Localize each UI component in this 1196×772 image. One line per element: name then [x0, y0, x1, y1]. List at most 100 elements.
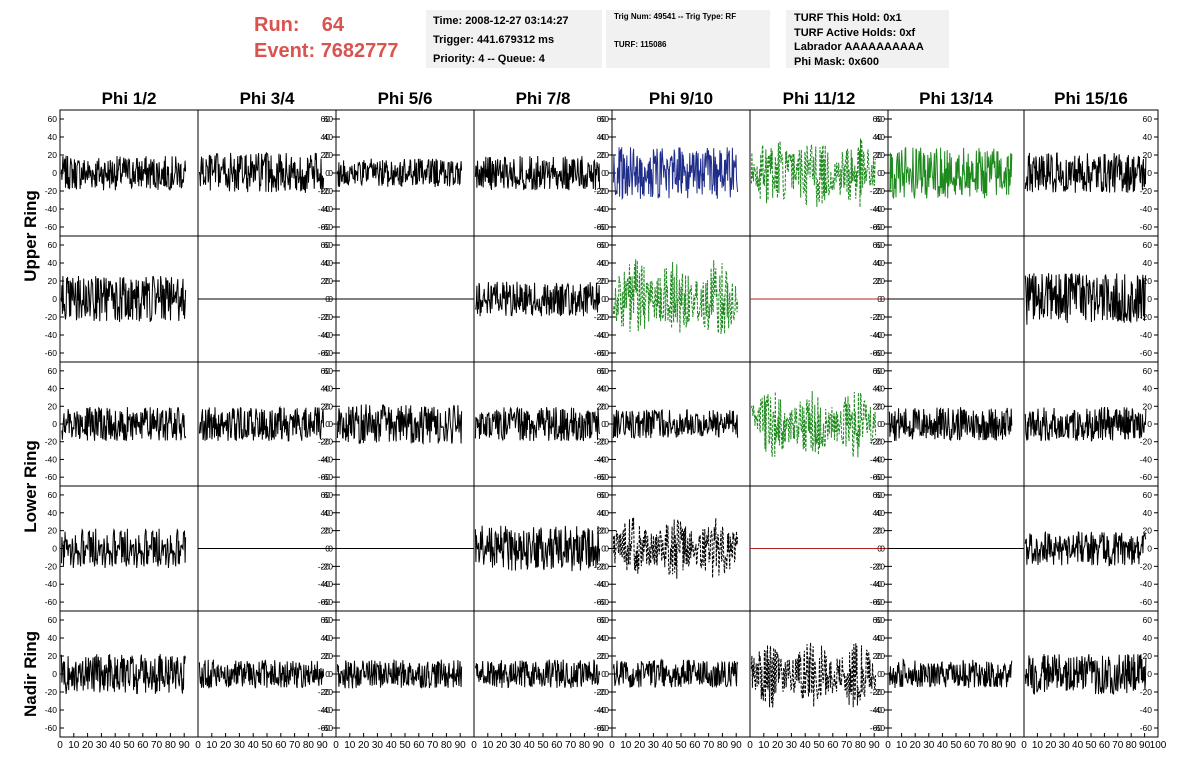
y-tick-label: -20	[594, 186, 607, 196]
x-tick-label: 10	[482, 740, 494, 751]
y-tick-label: 40	[48, 384, 58, 394]
y-tick-label: -60	[321, 222, 334, 232]
y-tick-label: -60	[45, 472, 58, 482]
y-tick-label: 60	[324, 615, 334, 625]
x-tick-label: 50	[261, 740, 273, 751]
y-tick-label: 60	[324, 366, 334, 376]
y-tick-label: 20	[321, 150, 331, 160]
y-tick-label: 40	[597, 384, 607, 394]
y-tick-label: 40	[876, 633, 886, 643]
x-tick-label: 20	[910, 740, 922, 751]
event-value: 7682777	[320, 40, 399, 62]
y-tick-label: -40	[321, 579, 334, 589]
y-tick-label: -40	[1140, 330, 1153, 340]
y-tick-label: 60	[597, 490, 607, 500]
time-info-box: Time: 2008-12-27 03:14:27 Trigger: 441.6…	[426, 10, 602, 68]
x-tick-label: 90	[731, 740, 743, 751]
y-tick-label: 0	[52, 168, 57, 178]
x-tick-label: 40	[248, 740, 260, 751]
waveform-trace	[474, 155, 601, 191]
column-header: Phi 7/8	[516, 89, 571, 108]
y-tick-label: 0	[52, 294, 57, 304]
x-tick-label: 80	[165, 740, 177, 751]
y-tick-label: -60	[594, 348, 607, 358]
y-tick-label: 20	[321, 651, 331, 661]
y-tick-label: -60	[45, 723, 58, 733]
y-tick-label: -40	[870, 579, 883, 589]
turf-active-holds-text: TURF Active Holds: 0xf	[794, 26, 916, 39]
waveform-trace	[336, 158, 463, 188]
x-tick-label: 50	[813, 740, 825, 751]
y-tick-label: -20	[597, 437, 610, 447]
y-tick-label: 0	[52, 669, 57, 679]
y-tick-label: 20	[600, 651, 610, 661]
y-tick-label: 40	[876, 508, 886, 518]
y-tick-label: -40	[597, 705, 610, 715]
x-tick-label: 60	[551, 740, 563, 751]
y-tick-label: 20	[873, 150, 883, 160]
y-tick-label: 0	[328, 419, 333, 429]
y-tick-label: -60	[597, 597, 610, 607]
y-tick-label: -60	[873, 597, 886, 607]
y-tick-label: 20	[873, 276, 883, 286]
y-tick-label: 0	[328, 544, 333, 554]
y-tick-label: 40	[876, 132, 886, 142]
y-tick-label: -40	[45, 330, 58, 340]
y-tick-label: -20	[318, 437, 331, 447]
x-tick-label: 0	[1021, 740, 1027, 751]
y-tick-label: 0	[604, 419, 609, 429]
waveform-trace	[60, 528, 187, 569]
y-tick-label: 40	[600, 633, 610, 643]
y-tick-label: -60	[594, 723, 607, 733]
y-tick-label: 40	[324, 258, 334, 268]
y-tick-label: 0	[880, 168, 885, 178]
x-tick-label: 50	[950, 740, 962, 751]
y-tick-label: 20	[324, 276, 334, 286]
x-tick-label: 100	[1150, 740, 1167, 751]
y-tick-label: 40	[873, 633, 883, 643]
x-tick-label: 70	[427, 740, 439, 751]
y-tick-label: -20	[597, 186, 610, 196]
x-tick-label: 80	[855, 740, 867, 751]
y-tick-label: 40	[600, 132, 610, 142]
y-tick-label: 60	[873, 615, 883, 625]
waveform-trace	[1024, 152, 1147, 193]
y-tick-label: -20	[321, 312, 334, 322]
y-tick-label: -60	[1140, 222, 1153, 232]
y-tick-label: -60	[318, 222, 331, 232]
y-tick-label: 20	[600, 276, 610, 286]
y-tick-label: 20	[876, 401, 886, 411]
y-tick-label: 20	[48, 651, 58, 661]
y-tick-label: 60	[48, 490, 58, 500]
y-tick-label: -40	[870, 705, 883, 715]
y-tick-label: 0	[601, 168, 606, 178]
y-tick-label: 40	[48, 258, 58, 268]
y-tick-label: 0	[1147, 419, 1152, 429]
row-label: Lower Ring	[21, 440, 40, 533]
y-tick-label: -40	[45, 705, 58, 715]
x-tick-label: 20	[358, 740, 370, 751]
y-tick-label: 40	[600, 508, 610, 518]
y-tick-label: -60	[318, 472, 331, 482]
waveform-trace	[336, 404, 463, 445]
y-tick-label: -40	[597, 204, 610, 214]
x-tick-label: 70	[978, 740, 990, 751]
y-tick-label: -60	[1140, 348, 1153, 358]
y-tick-label: -20	[1140, 437, 1153, 447]
y-tick-label: 20	[597, 276, 607, 286]
waveform-trace	[750, 390, 877, 458]
y-tick-label: -60	[1140, 472, 1153, 482]
y-tick-label: 20	[48, 276, 58, 286]
y-tick-label: 60	[873, 240, 883, 250]
y-tick-label: -40	[45, 204, 58, 214]
y-tick-label: 40	[600, 384, 610, 394]
y-tick-label: 0	[328, 168, 333, 178]
x-tick-label: 10	[344, 740, 356, 751]
y-tick-label: 0	[328, 294, 333, 304]
y-tick-label: 60	[597, 114, 607, 124]
y-tick-label: -60	[870, 348, 883, 358]
y-tick-label: 40	[1143, 384, 1153, 394]
y-tick-label: 0	[52, 544, 57, 554]
y-tick-label: 0	[880, 669, 885, 679]
y-tick-label: 60	[1143, 490, 1153, 500]
